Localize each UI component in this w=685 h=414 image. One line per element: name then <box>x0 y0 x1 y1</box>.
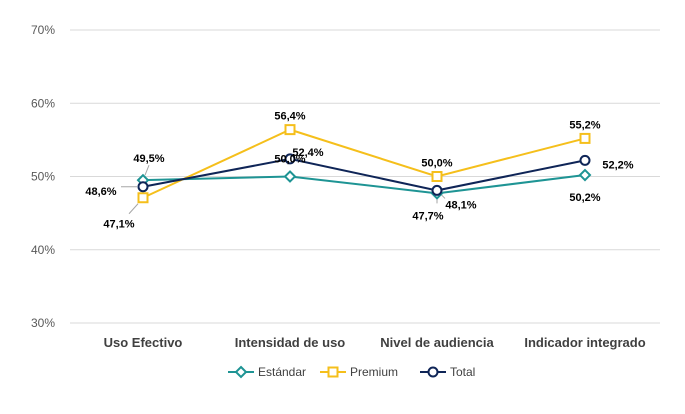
legend-label-total: Total <box>450 365 475 379</box>
data-label-estandar-intensidad-de-uso: 50,0% <box>274 154 305 166</box>
leader-line-premium-uso-efectivo <box>128 203 139 215</box>
data-label-total-uso-efectivo: 48,6% <box>85 186 116 198</box>
data-label-premium-intensidad-de-uso: 56,4% <box>274 111 305 123</box>
marker-estandar-indicador-integrado <box>578 168 592 182</box>
y-tick-label: 70% <box>31 23 55 37</box>
marker-total-nivel-de-audiencia <box>431 184 443 196</box>
series-lines <box>142 128 586 199</box>
leader-line-estandar-uso-efectivo <box>144 164 150 176</box>
x-category-label-nivel-de-audiencia: Nivel de audiencia <box>380 335 494 350</box>
data-label-total-indicador-integrado: 52,2% <box>602 159 633 171</box>
marker-premium-indicador-integrado <box>579 132 591 144</box>
marker-premium-nivel-de-audiencia <box>431 171 443 182</box>
legend-label-premium: Premium <box>350 365 398 379</box>
legend-label-estandar: Estándar <box>258 365 306 379</box>
y-tick-label: 50% <box>31 170 55 184</box>
legend-marker-premium <box>327 366 339 378</box>
y-tick-label: 60% <box>31 96 55 110</box>
data-label-estandar-uso-efectivo: 49,5% <box>133 153 164 165</box>
x-category-label-uso-efectivo: Uso Efectivo <box>104 335 183 350</box>
marker-premium-intensidad-de-uso <box>284 124 296 136</box>
legend-marker-total <box>427 366 439 378</box>
data-label-premium-uso-efectivo: 47,1% <box>103 219 134 231</box>
data-label-total-nivel-de-audiencia: 48,1% <box>445 199 476 211</box>
data-label-estandar-nivel-de-audiencia: 47,7% <box>412 210 443 222</box>
data-labels: 49,5% 50,0% 47,7% 50,2% 47,1% 56,4% 50,0% 55,2%… <box>85 111 633 231</box>
x-category-label-intensidad-de-uso: Intensidad de uso <box>235 335 346 350</box>
marker-estandar-intensidad-de-uso <box>283 170 297 183</box>
gridlines <box>70 29 660 324</box>
data-label-estandar-indicador-integrado: 50,2% <box>569 192 600 204</box>
series-line-total <box>142 157 586 192</box>
marker-total-uso-efectivo <box>137 181 149 193</box>
data-label-total-intensidad-de-uso: 52,4% <box>292 147 323 159</box>
y-tick-label: 30% <box>31 316 55 330</box>
series-line-premium <box>142 128 586 199</box>
y-axis-ticks: 30% 40% 50% 60% 70% <box>31 23 55 330</box>
marker-total-intensidad-de-uso <box>284 153 296 165</box>
series-markers <box>136 124 592 204</box>
data-label-premium-indicador-integrado: 55,2% <box>569 119 600 131</box>
marker-total-indicador-integrado <box>579 154 591 166</box>
legend-marker-estandar <box>234 365 248 379</box>
x-category-label-indicador-integrado: Indicador integrado <box>524 335 645 350</box>
y-tick-label: 40% <box>31 243 55 257</box>
data-label-premium-nivel-de-audiencia: 50,0% <box>421 158 452 170</box>
x-axis-categories: Uso Efectivo Intensidad de uso Nivel de au… <box>104 335 646 350</box>
series-line-estandar <box>142 174 586 195</box>
legend: Estándar Premium Total <box>228 365 475 379</box>
marker-premium-uso-efectivo <box>137 192 149 204</box>
